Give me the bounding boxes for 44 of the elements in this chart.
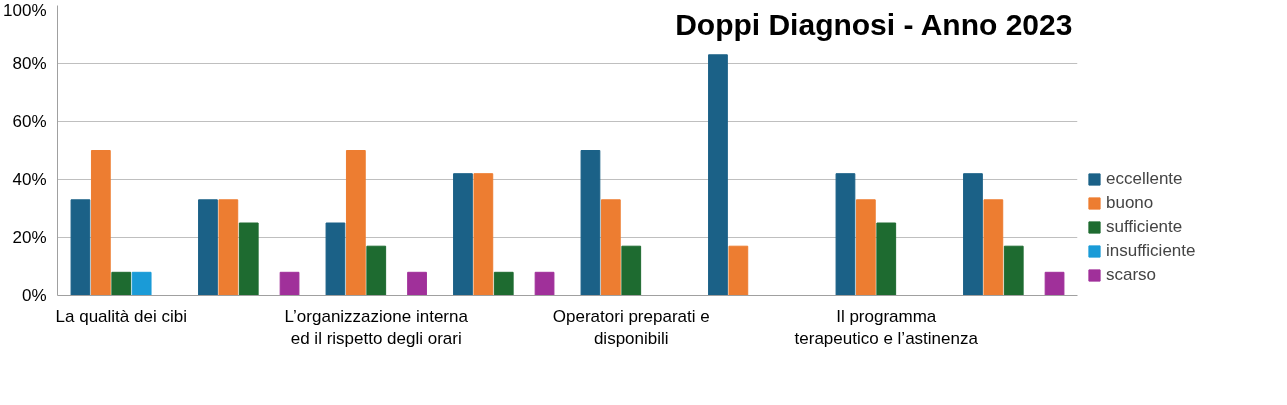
x-tick-label: Operatori preparati e disponibili xyxy=(552,306,710,349)
bar xyxy=(621,245,642,296)
bar xyxy=(198,199,218,296)
bar xyxy=(90,150,111,296)
bar xyxy=(580,150,601,296)
legend-label: insufficiente xyxy=(1106,241,1196,261)
bar xyxy=(407,271,427,296)
legend-label: buono xyxy=(1106,193,1154,213)
y-tick-label: 60% xyxy=(12,112,47,131)
x-tick-label: La qualità dei cibi xyxy=(55,306,187,326)
legend-label: eccellente xyxy=(1106,169,1183,189)
legend-label: scarso xyxy=(1106,265,1157,285)
bar xyxy=(1003,245,1024,296)
y-tick-label: 80% xyxy=(12,54,47,73)
bar xyxy=(493,271,514,296)
y-tick-label: 20% xyxy=(12,228,47,247)
bar xyxy=(111,271,132,296)
x-tick-label: Il programma terapeutico e l’astinenza xyxy=(794,306,979,349)
bar xyxy=(963,173,983,296)
bar xyxy=(855,199,876,296)
bar xyxy=(131,271,152,296)
chart-title: Doppi Diagnosi - Anno 2023 xyxy=(675,7,1073,41)
bar xyxy=(473,173,494,296)
bar xyxy=(708,54,728,296)
bar xyxy=(835,173,856,296)
bar xyxy=(366,245,387,296)
bar xyxy=(600,199,621,296)
bar xyxy=(325,222,346,296)
y-tick-label: 40% xyxy=(12,170,47,189)
x-tick-label: L’organizzazione interna ed il rispetto degli orari xyxy=(284,306,469,349)
bar xyxy=(728,245,749,296)
legend-label: sufficiente xyxy=(1106,217,1183,237)
bar xyxy=(238,222,259,296)
bar xyxy=(218,199,239,296)
bar xyxy=(876,222,897,296)
bar xyxy=(983,199,1004,296)
y-tick-label: 100% xyxy=(3,0,47,20)
bar xyxy=(453,173,473,296)
bar xyxy=(70,199,91,296)
y-tick-label: 0% xyxy=(21,286,47,305)
bar xyxy=(345,150,366,296)
bar xyxy=(279,271,300,296)
bar xyxy=(1044,271,1065,296)
bar xyxy=(534,271,555,296)
